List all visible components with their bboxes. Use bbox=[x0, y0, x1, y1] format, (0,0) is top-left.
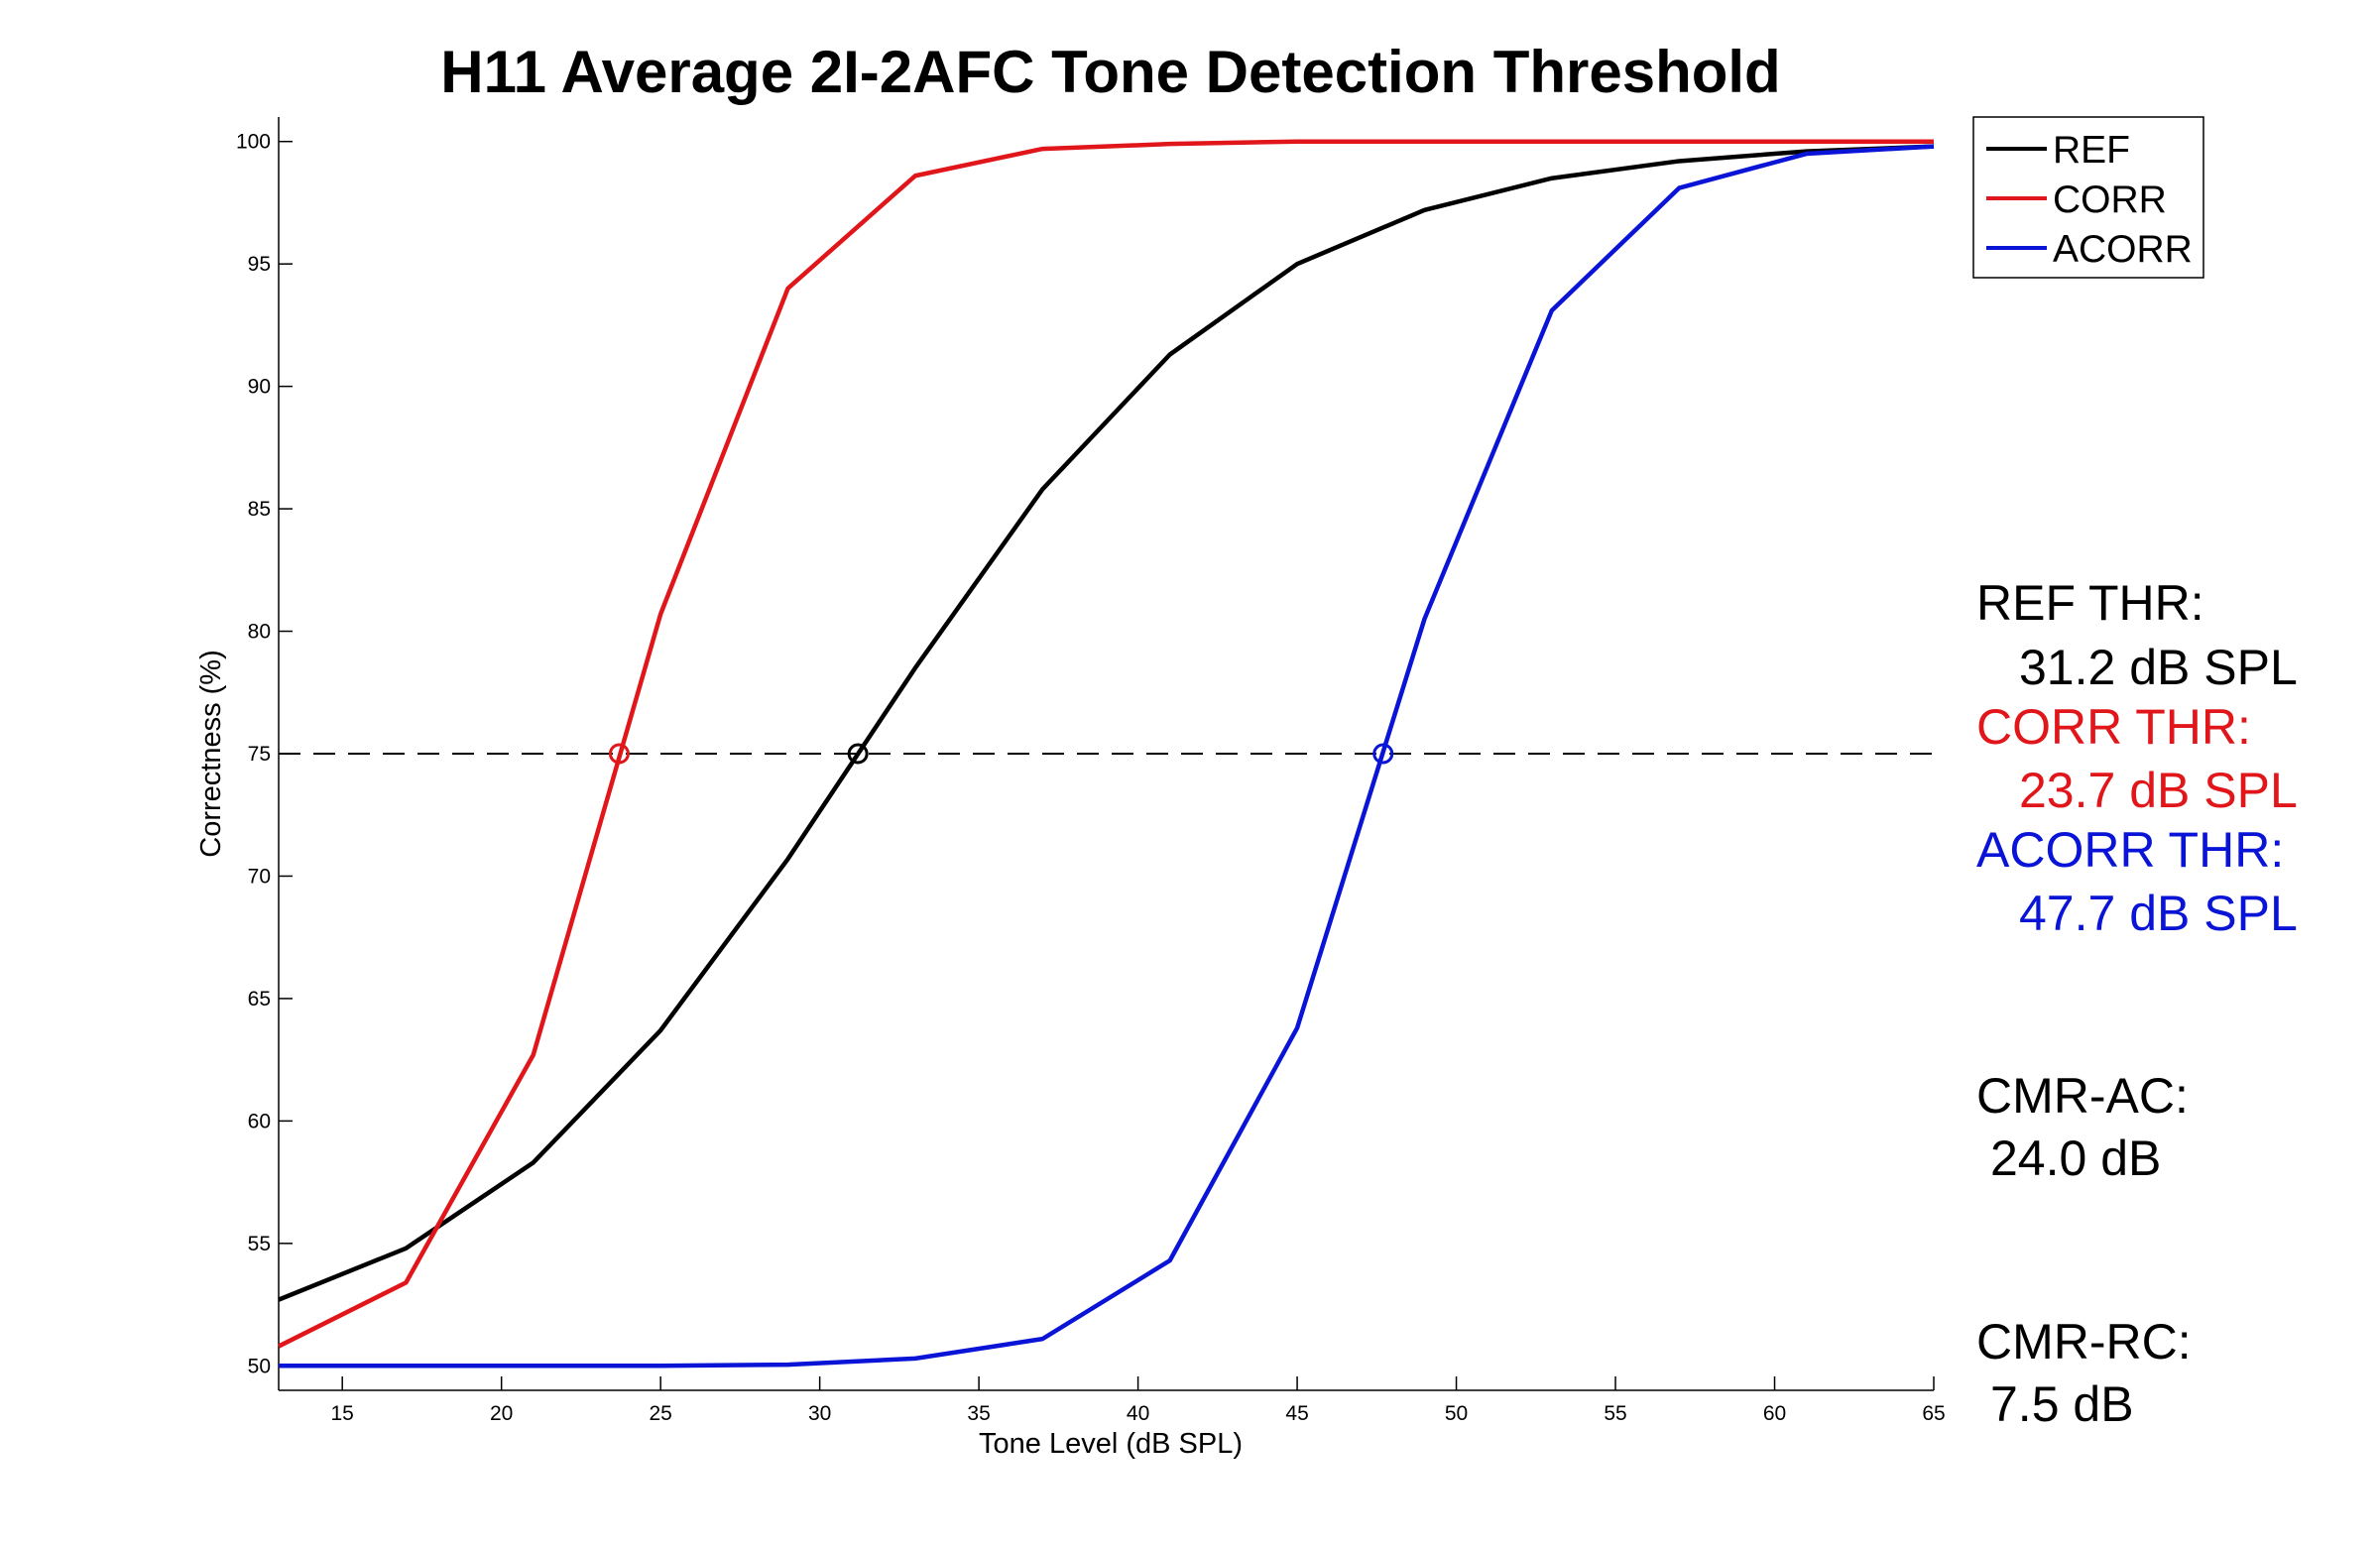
x-tick-label: 50 bbox=[1445, 1402, 1468, 1425]
chart-title: H11 Average 2I-2AFC Tone Detection Thres… bbox=[440, 39, 1780, 105]
legend-label-ref: REF bbox=[2053, 129, 2130, 172]
y-axis-label: Correctness (%) bbox=[195, 650, 227, 858]
series-line-acorr bbox=[279, 144, 1935, 1369]
x-tick-label: 55 bbox=[1604, 1402, 1626, 1425]
x-tick-label: 20 bbox=[490, 1402, 513, 1425]
x-tick-label: 65 bbox=[1922, 1402, 1945, 1425]
y-ticks: 50 55 60 65 70 75 80 85 90 95 100 bbox=[236, 131, 293, 1377]
x-tick-label: 30 bbox=[808, 1402, 831, 1425]
series-line-ref bbox=[278, 144, 1935, 1302]
ref-thr-label: REF THR: bbox=[1976, 575, 2204, 631]
cmr-ac-label: CMR-AC: bbox=[1976, 1068, 2189, 1124]
x-tick-label: 15 bbox=[331, 1402, 354, 1425]
x-tick-label: 60 bbox=[1763, 1402, 1786, 1425]
x-ticks: 15 20 25 30 35 40 45 50 55 60 65 bbox=[331, 1376, 1946, 1425]
x-tick-label: 35 bbox=[967, 1402, 990, 1425]
y-tick-label: 75 bbox=[248, 743, 271, 766]
y-tick-label: 85 bbox=[248, 498, 271, 521]
corr-thr-label: CORR THR: bbox=[1976, 699, 2251, 755]
series-line-corr bbox=[277, 139, 1934, 1349]
corr-thr-value: 23.7 dB SPL bbox=[2019, 763, 2298, 818]
x-axis-label: Tone Level (dB SPL) bbox=[979, 1428, 1243, 1460]
cmr-rc-label: CMR-RC: bbox=[1976, 1314, 2192, 1369]
legend-label-corr: CORR bbox=[2053, 179, 2167, 221]
y-tick-label: 70 bbox=[248, 865, 271, 888]
threshold-marker-corr bbox=[608, 743, 630, 765]
y-tick-label: 90 bbox=[248, 376, 271, 399]
acorr-thr-label: ACORR THR: bbox=[1976, 822, 2284, 878]
plot-area: 50 55 60 65 70 75 80 85 90 95 100 15 20 25 30 35 40 45 50… bbox=[236, 117, 1946, 1425]
threshold-marker-acorr bbox=[1372, 743, 1394, 765]
legend-label-acorr: ACORR bbox=[2053, 228, 2193, 271]
cmr-ac-value: 24.0 dB bbox=[1990, 1131, 2161, 1186]
x-tick-label: 25 bbox=[649, 1402, 671, 1425]
threshold-markers bbox=[608, 743, 1394, 765]
threshold-marker-ref bbox=[847, 743, 869, 765]
y-tick-label: 55 bbox=[248, 1233, 271, 1255]
threshold-annotations: REF THR: 31.2 dB SPL CORR THR: 23.7 dB S… bbox=[1976, 575, 2298, 1432]
x-tick-label: 40 bbox=[1127, 1402, 1149, 1425]
x-tick-label: 45 bbox=[1285, 1402, 1308, 1425]
y-tick-label: 65 bbox=[248, 988, 271, 1011]
ref-thr-value: 31.2 dB SPL bbox=[2019, 640, 2298, 695]
y-tick-label: 95 bbox=[248, 253, 271, 276]
y-tick-label: 50 bbox=[248, 1355, 271, 1377]
y-tick-label: 80 bbox=[248, 621, 271, 644]
legend: REF CORR ACORR bbox=[1972, 116, 2204, 279]
y-tick-label: 100 bbox=[236, 131, 271, 154]
acorr-thr-value: 47.7 dB SPL bbox=[2019, 886, 2298, 941]
series-lines bbox=[277, 139, 1935, 1369]
y-tick-label: 60 bbox=[248, 1110, 271, 1132]
cmr-rc-value: 7.5 dB bbox=[1990, 1376, 2134, 1432]
